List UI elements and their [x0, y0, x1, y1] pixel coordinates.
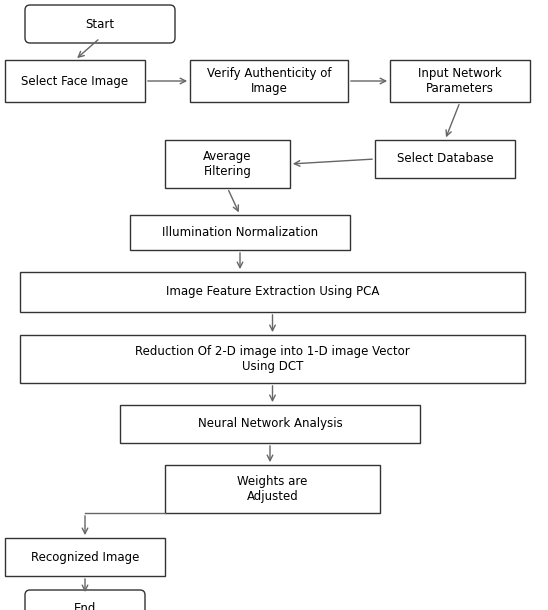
FancyBboxPatch shape	[25, 5, 175, 43]
Bar	[5, 60, 145, 102]
Bar	[5, 538, 165, 576]
Text: Illumination Normalization: Illumination Normalization	[162, 226, 318, 239]
Bar	[165, 465, 380, 513]
Bar	[20, 272, 525, 312]
Bar	[120, 405, 420, 443]
Text: Average
Filtering: Average Filtering	[203, 150, 252, 178]
Text: End: End	[74, 602, 96, 610]
Text: Image Feature Extraction Using PCA: Image Feature Extraction Using PCA	[166, 285, 379, 298]
Bar	[20, 335, 525, 383]
Text: Neural Network Analysis: Neural Network Analysis	[198, 417, 342, 431]
Bar	[130, 215, 350, 250]
Bar	[190, 60, 348, 102]
Text: Reduction Of 2-D image into 1-D image Vector
Using DCT: Reduction Of 2-D image into 1-D image Ve…	[135, 345, 410, 373]
Text: Recognized Image: Recognized Image	[31, 550, 139, 564]
Bar	[375, 140, 515, 178]
Text: Input Network
Parameters: Input Network Parameters	[418, 67, 502, 95]
Text: Start: Start	[85, 18, 115, 30]
Text: Verify Authenticity of
Image: Verify Authenticity of Image	[207, 67, 331, 95]
Bar	[390, 60, 530, 102]
Text: Select Face Image: Select Face Image	[21, 74, 129, 87]
Text: Select Database: Select Database	[397, 152, 493, 165]
Text: Weights are
Adjusted: Weights are Adjusted	[237, 475, 307, 503]
FancyBboxPatch shape	[25, 590, 145, 610]
Bar	[165, 140, 290, 188]
